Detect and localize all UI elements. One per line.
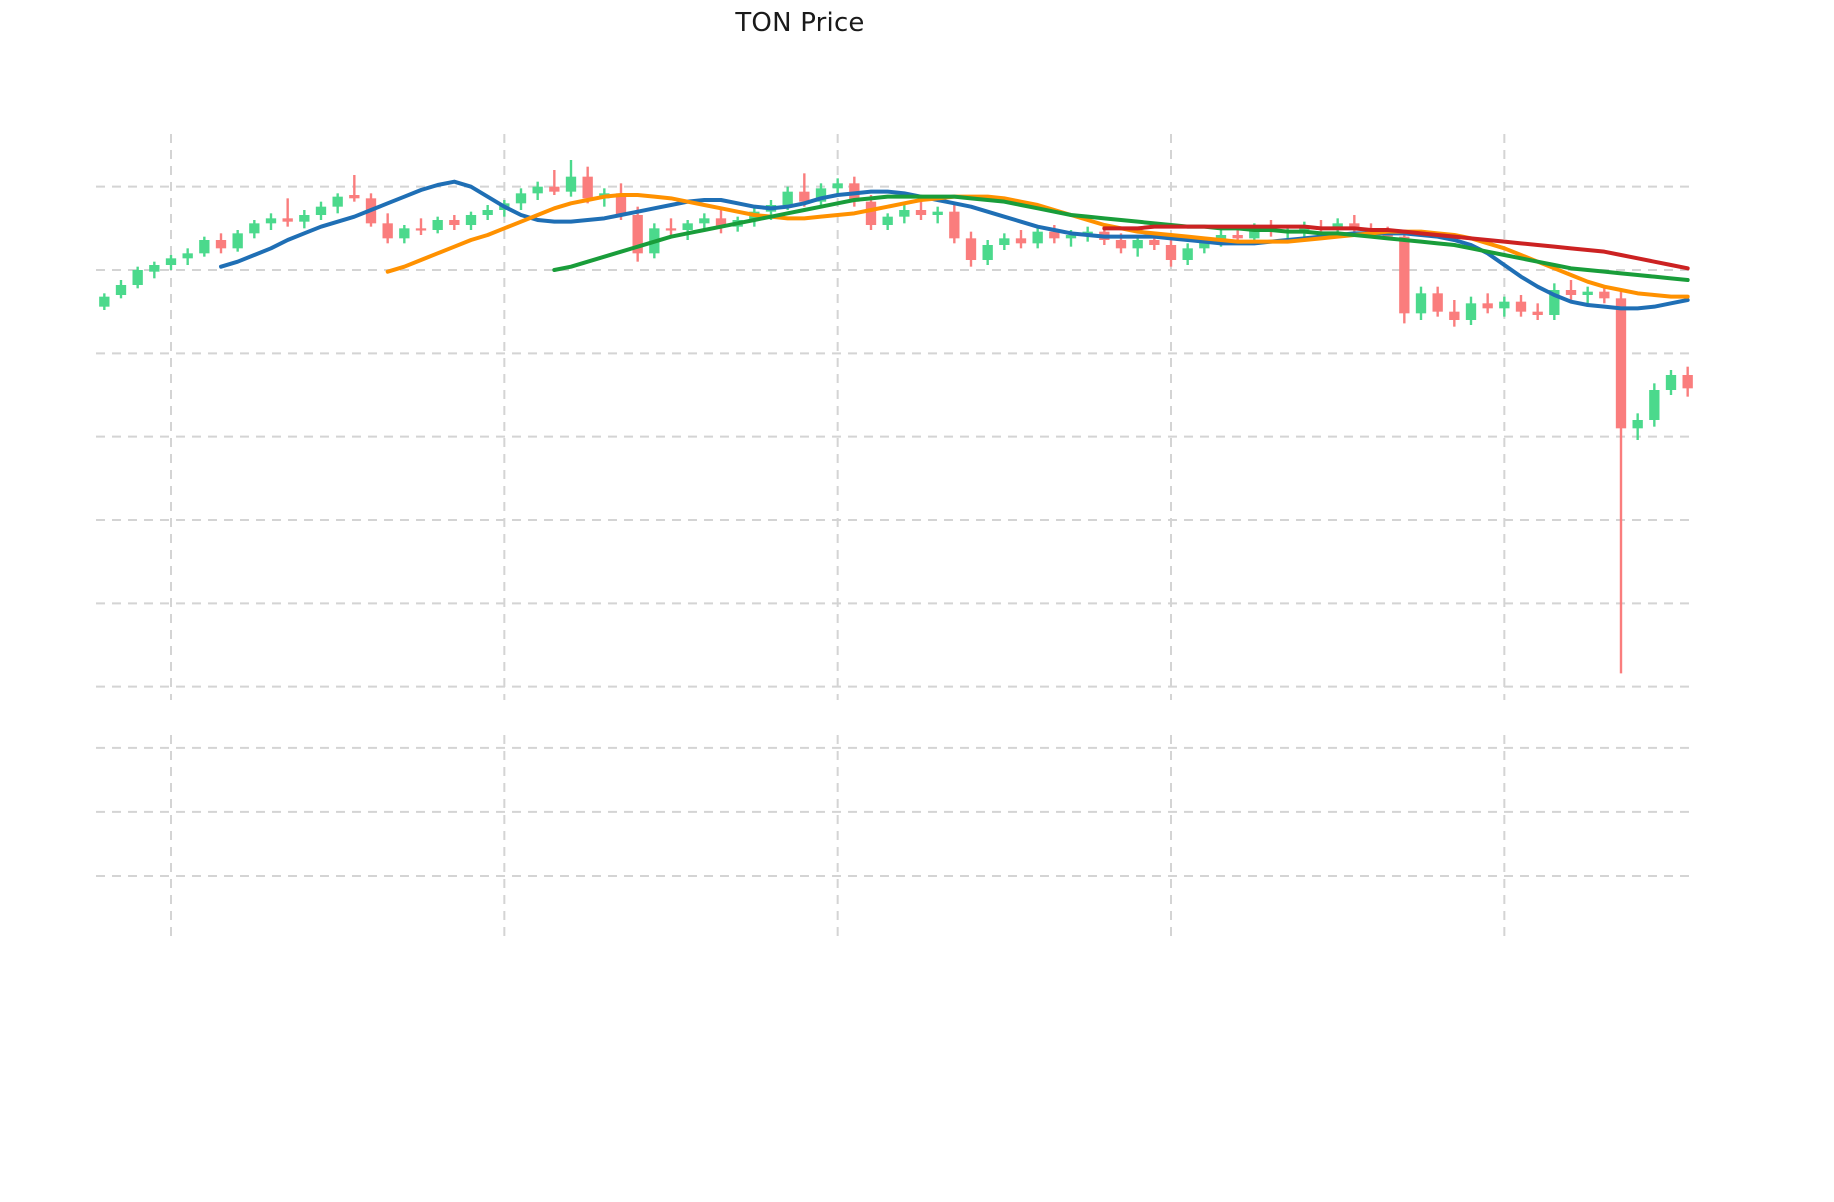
candle-body (1199, 241, 1210, 249)
volume-panel (96, 735, 1696, 940)
candle-body (432, 220, 443, 230)
candle-body (715, 218, 727, 227)
candle-body (1515, 301, 1527, 312)
candle-body (149, 265, 160, 272)
candle-body (349, 195, 360, 199)
candle-body (482, 210, 493, 215)
candle-body (1565, 290, 1577, 295)
candle-body (965, 238, 977, 260)
candle-body (932, 211, 943, 215)
candle-body (1249, 228, 1260, 239)
candle-body (399, 228, 410, 239)
candle-body (1532, 311, 1543, 315)
candle-body (1232, 235, 1243, 239)
candle-body (1065, 235, 1077, 239)
candle-body (249, 223, 260, 234)
candle-body (1049, 231, 1060, 239)
page-title: TON Price (735, 8, 865, 38)
ma-line-ma-long (552, 194, 1690, 282)
candle-body (282, 218, 293, 222)
candle-body (1482, 303, 1493, 309)
ma-line-ma-xlong (1102, 224, 1690, 271)
candle-body (415, 228, 427, 231)
candle-body (915, 210, 927, 215)
candle-body (632, 215, 643, 254)
candle-body (99, 296, 110, 307)
candle-body (1549, 290, 1560, 315)
candle-body (532, 186, 543, 194)
candle-body (449, 220, 460, 225)
candle-body (215, 240, 227, 249)
candle-body (832, 183, 843, 189)
candle-body (1465, 303, 1477, 320)
candle-body (382, 223, 393, 239)
candle-body (615, 193, 627, 215)
candle-body (132, 270, 143, 285)
candle-body (1399, 236, 1410, 314)
candle-body (1632, 420, 1643, 429)
candle-body (1182, 248, 1193, 260)
candle-body (515, 193, 527, 204)
candle-body (1665, 375, 1677, 390)
candle-body (199, 240, 210, 254)
candle-body (865, 201, 877, 225)
candle-body (665, 228, 677, 231)
candle-body (1165, 245, 1177, 260)
price-panel (96, 134, 1696, 700)
candle-body (1599, 291, 1610, 299)
candle-body (1032, 231, 1043, 244)
volume-plot (96, 735, 1696, 940)
candle-body (332, 196, 343, 207)
price-plot (96, 134, 1696, 700)
candle-body (1682, 375, 1693, 389)
candle-body (1649, 390, 1660, 420)
candle-body (1349, 223, 1360, 229)
candle-body (1432, 293, 1443, 312)
candle-body (465, 215, 477, 225)
candle-body (265, 218, 277, 224)
candle-body (815, 188, 827, 202)
candle-body (1415, 293, 1427, 314)
candle-body (782, 191, 793, 205)
candle-body (182, 253, 193, 259)
candle-body (232, 233, 243, 249)
candle-body (799, 191, 810, 202)
candle-body (315, 206, 327, 215)
candle-body (1499, 301, 1510, 309)
candle-body (1582, 291, 1593, 295)
candle-body (899, 210, 910, 217)
candle-body (165, 258, 177, 265)
candle-body (999, 238, 1010, 245)
candle-body (949, 211, 960, 239)
candle-body (1115, 240, 1127, 249)
candle-body (299, 215, 310, 222)
candle-body (1449, 311, 1460, 320)
candle-body (882, 216, 893, 225)
candle-body (582, 176, 593, 199)
ma-line-ma-short (219, 179, 1690, 311)
candle-body (1015, 238, 1027, 244)
candle-body (549, 186, 560, 192)
candle-body (682, 223, 693, 230)
candle-body (115, 285, 127, 295)
candle-body (565, 176, 577, 192)
candle-body (1615, 298, 1627, 429)
candle-body (699, 218, 710, 224)
candle-body (1149, 240, 1160, 245)
candle-body (1132, 240, 1143, 249)
candle-body (982, 245, 993, 260)
